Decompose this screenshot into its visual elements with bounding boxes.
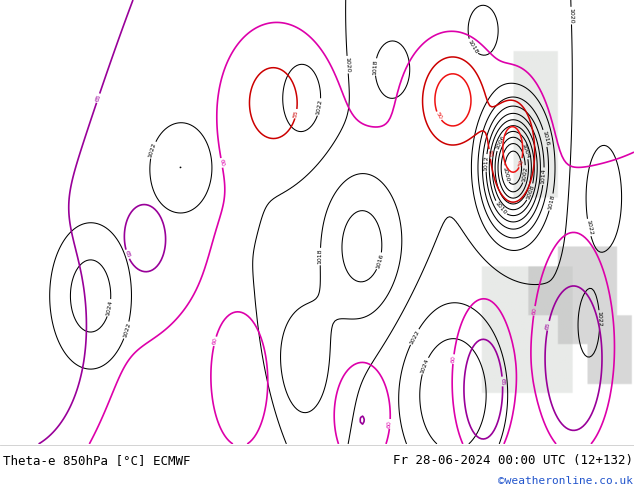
Text: 1020: 1020: [345, 57, 351, 73]
Text: 1002: 1002: [521, 166, 529, 182]
Text: 1018: 1018: [547, 194, 555, 210]
Text: 1024: 1024: [420, 358, 430, 374]
Text: 1022: 1022: [585, 220, 593, 236]
Text: 1022: 1022: [597, 311, 602, 327]
Text: 60: 60: [212, 337, 218, 346]
Text: 1018: 1018: [372, 59, 378, 75]
Text: 1022: 1022: [148, 142, 157, 158]
Text: 65: 65: [124, 250, 131, 259]
Text: 60: 60: [531, 307, 538, 315]
Text: 1018: 1018: [466, 39, 479, 55]
Text: 1004: 1004: [521, 143, 531, 159]
Text: 1006: 1006: [495, 135, 506, 151]
Text: 1016: 1016: [375, 253, 384, 269]
Text: 1016: 1016: [541, 130, 550, 147]
Text: 60: 60: [387, 420, 392, 428]
Text: Fr 28-06-2024 00:00 UTC (12+132): Fr 28-06-2024 00:00 UTC (12+132): [392, 454, 633, 467]
Text: 50: 50: [517, 158, 524, 167]
Text: ©weatheronline.co.uk: ©weatheronline.co.uk: [498, 476, 633, 486]
Text: 50: 50: [435, 111, 443, 121]
Text: 1022: 1022: [122, 322, 131, 339]
Text: 1012: 1012: [483, 155, 489, 171]
Text: 65: 65: [500, 377, 505, 386]
Text: 1022: 1022: [316, 99, 323, 115]
Text: 1008: 1008: [526, 184, 536, 200]
Text: 1018: 1018: [318, 249, 323, 264]
Text: 60: 60: [219, 159, 225, 167]
Text: 1022: 1022: [408, 329, 420, 345]
Text: 1020: 1020: [569, 8, 574, 24]
Text: 1000: 1000: [501, 166, 510, 182]
Text: 65: 65: [94, 94, 101, 102]
Text: 1024: 1024: [106, 300, 113, 316]
Text: 55: 55: [293, 109, 299, 118]
Text: 1014: 1014: [541, 168, 547, 184]
Text: 55: 55: [487, 150, 493, 158]
Text: 65: 65: [545, 321, 552, 330]
Text: 60: 60: [451, 355, 456, 363]
Text: Theta-e 850hPa [°C] ECMWF: Theta-e 850hPa [°C] ECMWF: [3, 454, 191, 467]
Text: 1010: 1010: [493, 200, 507, 216]
